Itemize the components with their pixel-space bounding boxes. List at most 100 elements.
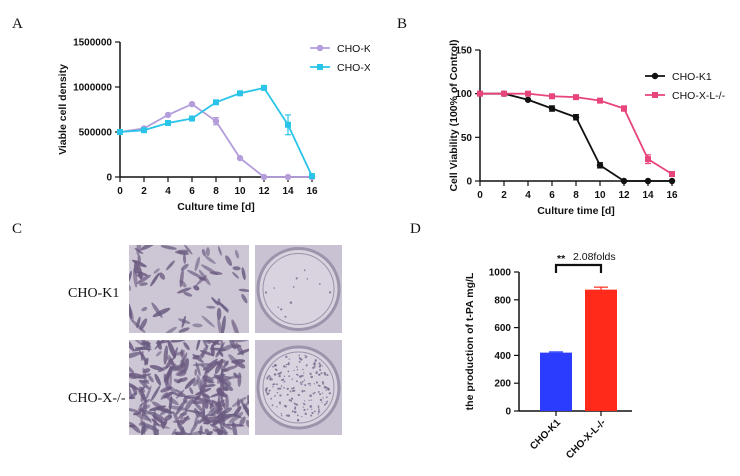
colony — [299, 375, 302, 378]
cell — [153, 268, 160, 274]
chart-b: 0 50 100 150 0 2 4 6 8 10 12 14 16 Culture time [d] Ce… — [448, 39, 726, 217]
cell — [193, 408, 200, 418]
colony — [291, 387, 293, 390]
colony — [274, 368, 277, 371]
colony — [273, 363, 277, 367]
y-axis-label: the production of t-PA mg/L — [464, 272, 476, 410]
cell — [191, 399, 205, 414]
cell — [129, 372, 146, 379]
significance-stars: ** — [557, 253, 566, 265]
colony — [271, 404, 274, 407]
cell — [171, 392, 184, 397]
colony — [285, 366, 287, 368]
cell — [180, 263, 189, 271]
dish-rim — [256, 247, 341, 331]
cell — [177, 378, 183, 384]
cell — [169, 386, 177, 394]
colony — [287, 362, 290, 366]
colony — [283, 387, 285, 389]
colony — [317, 413, 319, 415]
cell — [154, 429, 159, 435]
data-point — [165, 120, 171, 126]
colony — [321, 392, 324, 394]
cell — [129, 351, 142, 359]
cell — [192, 353, 204, 363]
cell — [166, 356, 176, 367]
colony — [298, 356, 301, 359]
colony — [327, 388, 330, 391]
colony — [305, 355, 308, 358]
cell — [160, 245, 177, 250]
colony — [266, 378, 269, 380]
colony — [296, 403, 299, 406]
colony — [278, 375, 281, 378]
colony — [279, 394, 282, 397]
colony — [270, 397, 273, 400]
cell — [238, 288, 249, 292]
colony — [303, 269, 306, 272]
colony — [296, 368, 299, 371]
cell — [139, 282, 148, 286]
x-tick-label: 0 — [117, 186, 123, 197]
cell — [201, 392, 211, 399]
y-tick-label: 0 — [466, 177, 472, 188]
data-point — [309, 173, 315, 180]
cell — [165, 260, 175, 271]
cell — [201, 315, 215, 328]
panel-letter-c: C — [12, 221, 23, 237]
dish-inner-rim — [262, 351, 335, 424]
colony — [275, 383, 278, 386]
cell — [223, 378, 232, 386]
cell — [178, 426, 185, 435]
colony — [312, 392, 315, 395]
chart-a: 0 500000 1000000 1500000 0 2 4 6 8 10 12 14 16 Cultur… — [57, 38, 370, 214]
cell — [137, 404, 143, 414]
cell — [238, 362, 246, 369]
colony — [307, 382, 310, 385]
cell — [225, 394, 229, 410]
cell — [148, 411, 166, 421]
colony — [287, 370, 290, 373]
colony — [304, 384, 307, 387]
colony — [265, 391, 268, 394]
row-label-cho-x: CHO-X-/- — [68, 391, 126, 406]
colony — [321, 381, 324, 384]
colony — [303, 400, 306, 402]
colony — [276, 391, 279, 394]
colony — [314, 359, 317, 361]
cell — [178, 416, 184, 426]
colony — [322, 382, 325, 385]
cell — [193, 414, 198, 427]
colony — [317, 405, 320, 407]
colony — [279, 403, 281, 405]
colony — [290, 397, 294, 400]
cell — [234, 249, 240, 259]
colony — [293, 369, 295, 372]
colony — [314, 365, 316, 368]
cell — [220, 396, 226, 410]
cell — [193, 285, 200, 291]
colony — [293, 410, 297, 414]
cell — [196, 340, 201, 351]
cell — [183, 253, 187, 264]
cell — [134, 248, 144, 255]
colony — [310, 399, 313, 401]
colony — [292, 389, 295, 393]
cell — [183, 341, 190, 351]
cell — [159, 272, 166, 280]
cell — [138, 379, 150, 390]
cell — [189, 419, 200, 435]
cell — [168, 405, 188, 411]
data-point — [260, 173, 268, 181]
data-point — [285, 121, 291, 128]
cell — [195, 361, 201, 376]
colony — [285, 355, 288, 358]
colony — [298, 354, 301, 357]
cell — [240, 399, 249, 416]
colony — [315, 381, 319, 384]
x-tick-label: 16 — [306, 186, 318, 197]
cell — [169, 371, 172, 391]
cell — [245, 419, 249, 428]
cell — [189, 387, 194, 395]
cell — [160, 392, 168, 400]
